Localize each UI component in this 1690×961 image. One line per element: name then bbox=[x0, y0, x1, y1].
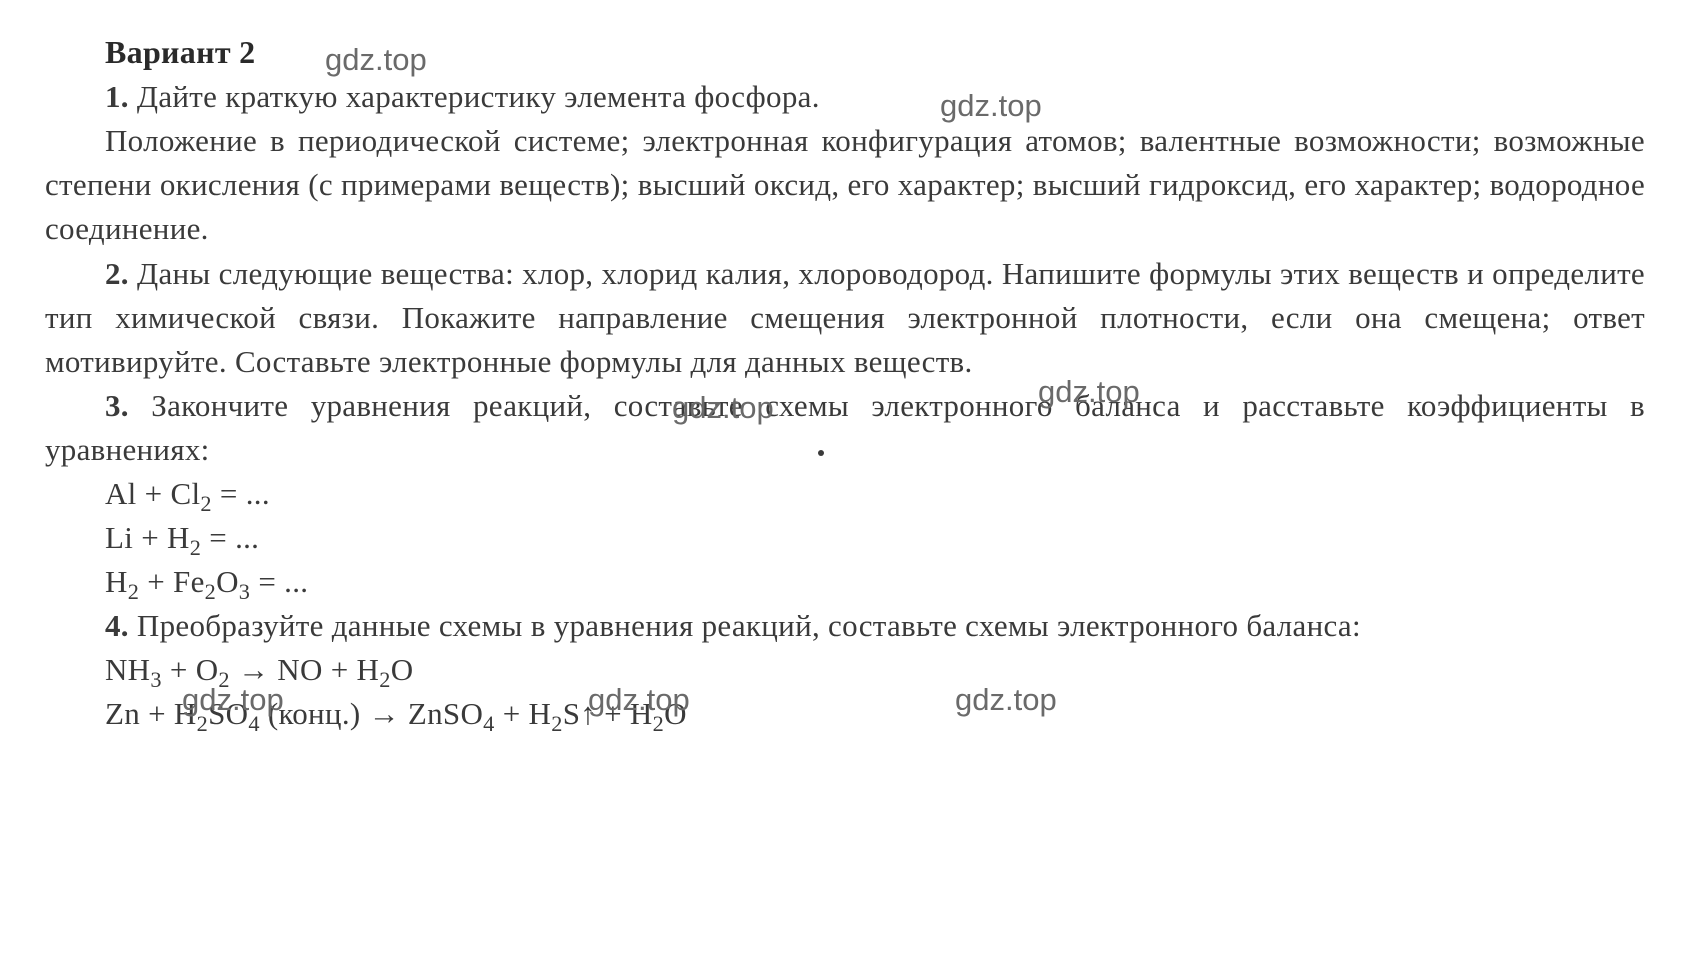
item-1-lead: Дайте краткую характеристику элемента фо… bbox=[129, 79, 820, 114]
eq-text: O bbox=[391, 652, 414, 687]
eq-sub: 2 bbox=[200, 491, 211, 516]
equation-3-2: Li + H2 = ... bbox=[105, 516, 1645, 560]
eq-text: + O bbox=[162, 652, 219, 687]
eq-sub: 2 bbox=[653, 711, 664, 736]
eq-sub: 2 bbox=[197, 711, 208, 736]
eq-sub: 2 bbox=[379, 667, 390, 692]
document-body: Вариант 2 1. Дайте краткую характеристик… bbox=[45, 30, 1645, 736]
equation-4-2: Zn + H2SO4 (конц.) → ZnSO4 + H2S↑ + H2O bbox=[105, 692, 1645, 736]
eq-text: = ... bbox=[250, 564, 308, 599]
eq-sub: 4 bbox=[483, 711, 494, 736]
item-1: 1. Дайте краткую характеристику элемента… bbox=[45, 75, 1645, 119]
eq-text: → NO + H bbox=[230, 652, 379, 687]
equation-3-1: Al + Cl2 = ... bbox=[105, 472, 1645, 516]
eq-sub: 2 bbox=[551, 711, 562, 736]
stray-dot bbox=[818, 450, 824, 456]
eq-text: Li + H bbox=[105, 520, 190, 555]
item-4-number: 4. bbox=[105, 608, 129, 643]
eq-sub: 3 bbox=[239, 579, 250, 604]
item-2-number: 2. bbox=[105, 256, 129, 291]
item-3: 3. Закончите уравнения реакций, составьт… bbox=[45, 384, 1645, 472]
item-2: 2. Даны следующие вещества: хлор, хлорид… bbox=[45, 252, 1645, 384]
eq-text: = ... bbox=[212, 476, 270, 511]
eq-text: Al + Cl bbox=[105, 476, 200, 511]
eq-text: SO bbox=[208, 696, 248, 731]
eq-text: + H bbox=[495, 696, 552, 731]
eq-sub: 2 bbox=[128, 579, 139, 604]
equation-4-1: NH3 + O2 → NO + H2O bbox=[105, 648, 1645, 692]
variant-heading: Вариант 2 bbox=[105, 30, 1645, 75]
eq-text: Zn + H bbox=[105, 696, 197, 731]
eq-sub: 2 bbox=[205, 579, 216, 604]
eq-text: (конц.) → ZnSO bbox=[260, 696, 483, 731]
item-3-text: Закончите уравнения реакций, составьте с… bbox=[45, 388, 1645, 467]
eq-text: NH bbox=[105, 652, 150, 687]
item-4-text: Преобразуйте данные схемы в уравнения ре… bbox=[129, 608, 1361, 643]
eq-sub: 2 bbox=[218, 667, 229, 692]
eq-sub: 3 bbox=[150, 667, 161, 692]
eq-text: = ... bbox=[201, 520, 259, 555]
eq-text: + Fe bbox=[139, 564, 204, 599]
item-3-number: 3. bbox=[105, 388, 129, 423]
item-4: 4. Преобразуйте данные схемы в уравнения… bbox=[45, 604, 1645, 648]
eq-text: S↑ + H bbox=[563, 696, 653, 731]
eq-text: O bbox=[664, 696, 687, 731]
item-2-text: Даны следующие вещества: хлор, хлорид ка… bbox=[45, 256, 1645, 379]
eq-sub: 2 bbox=[190, 535, 201, 560]
eq-text: H bbox=[105, 564, 128, 599]
item-1-number: 1. bbox=[105, 79, 129, 114]
equation-3-3: H2 + Fe2O3 = ... bbox=[105, 560, 1645, 604]
eq-sub: 4 bbox=[248, 711, 259, 736]
eq-text: O bbox=[216, 564, 239, 599]
item-1-continuation: Положение в периодической системе; элект… bbox=[45, 119, 1645, 251]
